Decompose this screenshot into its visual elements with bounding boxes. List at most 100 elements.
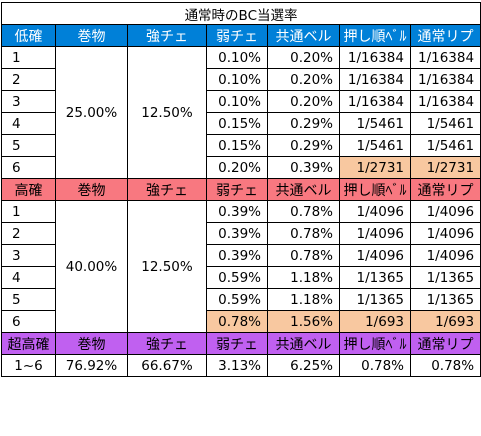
normal-replay-cell-highlight: 1/693 (409, 310, 481, 333)
common-bell-cell: 0.78% (267, 244, 340, 267)
header-mode-high: 高確 (1, 178, 56, 201)
weak-cherry-cell: 0.59% (206, 266, 268, 289)
order-bell-cell-highlight: 1/2731 (339, 156, 411, 179)
order-bell-cell: 1/16384 (339, 46, 411, 69)
weak-cherry-cell-highlight: 0.78% (206, 310, 268, 333)
weak-cherry-cell: 0.39% (206, 222, 268, 245)
title-row: 通常時のBC当選率 (0, 2, 481, 25)
order-bell-cell: 1/1365 (339, 266, 411, 289)
setting-cell: 6 (1, 310, 56, 333)
common-bell-cell: 0.20% (267, 46, 340, 69)
order-bell-cell: 1/4096 (339, 244, 411, 267)
normal-replay-cell: 1/1365 (409, 266, 481, 289)
header-common-bell: 共通ベル (267, 178, 340, 201)
header-mode-super: 超高確 (1, 332, 56, 355)
order-bell-cell: 1/5461 (339, 134, 411, 157)
header-common-bell: 共通ベル (267, 24, 340, 47)
normal-replay-cell: 1/16384 (409, 90, 481, 113)
order-bell-cell: 1/4096 (339, 222, 411, 245)
header-scroll: 巻物 (55, 178, 128, 201)
order-bell-cell: 1/16384 (339, 68, 411, 91)
header-weak-cherry: 弱チェ (206, 332, 268, 355)
common-bell-cell: 0.29% (267, 134, 340, 157)
common-bell-cell: 0.78% (267, 222, 340, 245)
order-bell-cell: 1/4096 (339, 200, 411, 223)
header-order-bell: 押し順ﾍﾞﾙ (339, 24, 411, 47)
super-strong-cherry-cell: 66.67% (127, 354, 207, 377)
low-strong-cherry-cell: 12.50% (127, 46, 207, 179)
setting-cell: 4 (1, 112, 56, 135)
common-bell-cell: 0.29% (267, 112, 340, 135)
header-scroll: 巻物 (55, 332, 128, 355)
header-strong-cherry: 強チェ (127, 332, 207, 355)
setting-cell: 1 (1, 46, 56, 69)
weak-cherry-cell: 0.15% (206, 112, 268, 135)
normal-replay-cell: 1/5461 (409, 112, 481, 135)
high-scroll-cell: 40.00% (55, 200, 128, 333)
normal-replay-cell: 1/4096 (409, 222, 481, 245)
table-row: 3 0.39% 0.78% 1/4096 1/4096 (1, 244, 481, 267)
weak-cherry-cell: 0.59% (206, 288, 268, 311)
normal-replay-cell: 1/16384 (409, 68, 481, 91)
header-normal-replay: 通常リプ (409, 24, 481, 47)
header-weak-cherry: 弱チェ (206, 178, 268, 201)
normal-replay-cell: 1/4096 (409, 244, 481, 267)
header-common-bell: 共通ベル (267, 332, 340, 355)
header-order-bell: 押し順ﾍﾞﾙ (339, 332, 411, 355)
setting-cell: 5 (1, 288, 56, 311)
high-strong-cherry-cell: 12.50% (127, 200, 207, 333)
order-bell-cell: 1/16384 (339, 90, 411, 113)
super-scroll-cell: 76.92% (55, 354, 128, 377)
weak-cherry-cell: 0.15% (206, 134, 268, 157)
order-bell-cell: 1/5461 (339, 112, 411, 135)
table-row: 1 25.00% 12.50% 0.10% 0.20% 1/16384 1/16… (1, 46, 481, 179)
weak-cherry-cell: 0.10% (206, 90, 268, 113)
weak-cherry-cell: 0.10% (206, 46, 268, 69)
common-bell-cell: 0.20% (267, 90, 340, 113)
page-title: 通常時のBC当選率 (0, 2, 481, 25)
setting-cell: 5 (1, 134, 56, 157)
order-bell-cell-highlight: 1/693 (339, 310, 411, 333)
setting-cell: 3 (1, 90, 56, 113)
setting-cell: 2 (1, 222, 56, 245)
header-normal-replay: 通常リプ (409, 332, 481, 355)
header-normal-replay: 通常リプ (409, 178, 481, 201)
order-bell-cell: 0.78% (339, 354, 411, 377)
common-bell-cell-highlight: 1.56% (267, 310, 340, 333)
common-bell-cell: 6.25% (267, 354, 340, 377)
weak-cherry-cell: 0.10% (206, 68, 268, 91)
common-bell-cell: 1.18% (267, 288, 340, 311)
setting-cell: 4 (1, 266, 56, 289)
common-bell-cell: 0.39% (267, 156, 340, 179)
weak-cherry-cell: 3.13% (206, 354, 268, 377)
setting-cell: 1 (1, 200, 56, 223)
normal-replay-cell: 1/5461 (409, 134, 481, 157)
setting-cell: 3 (1, 244, 56, 267)
high-header-row: 高確 巻物 強チェ 弱チェ 共通ベル 押し順ﾍﾞﾙ 通常リプ (1, 178, 481, 201)
setting-cell: 6 (1, 156, 56, 179)
weak-cherry-cell: 0.39% (206, 244, 268, 267)
setting-cell: 2 (1, 68, 56, 91)
common-bell-cell: 0.20% (267, 68, 340, 91)
header-weak-cherry: 弱チェ (206, 24, 268, 47)
normal-replay-cell: 1/4096 (409, 200, 481, 223)
order-bell-cell: 1/1365 (339, 288, 411, 311)
common-bell-cell: 0.78% (267, 200, 340, 223)
weak-cherry-cell: 0.20% (206, 156, 268, 179)
setting-cell: 1~6 (1, 354, 56, 377)
normal-replay-cell: 0.78% (409, 354, 481, 377)
header-strong-cherry: 強チェ (127, 178, 207, 201)
header-scroll: 巻物 (55, 24, 128, 47)
normal-replay-cell: 1/16384 (409, 46, 481, 69)
low-scroll-cell: 25.00% (55, 46, 128, 179)
bc-rate-table: 通常時のBC当選率 低確 巻物 強チェ 弱チェ 共通ベル 押し順ﾍﾞﾙ 通常リプ… (0, 2, 481, 377)
header-mode-low: 低確 (1, 24, 56, 47)
header-strong-cherry: 強チェ (127, 24, 207, 47)
weak-cherry-cell: 0.39% (206, 200, 268, 223)
super-header-row: 超高確 巻物 強チェ 弱チェ 共通ベル 押し順ﾍﾞﾙ 通常リプ (1, 332, 481, 355)
table-row: 1~6 76.92% 66.67% 3.13% 6.25% 0.78% 0.78… (1, 354, 481, 377)
table-row: 1 40.00% 12.50% 0.39% 0.78% 1/4096 1/409… (1, 200, 481, 333)
normal-replay-cell-highlight: 1/2731 (409, 156, 481, 179)
header-order-bell: 押し順ﾍﾞﾙ (339, 178, 411, 201)
common-bell-cell: 1.18% (267, 266, 340, 289)
